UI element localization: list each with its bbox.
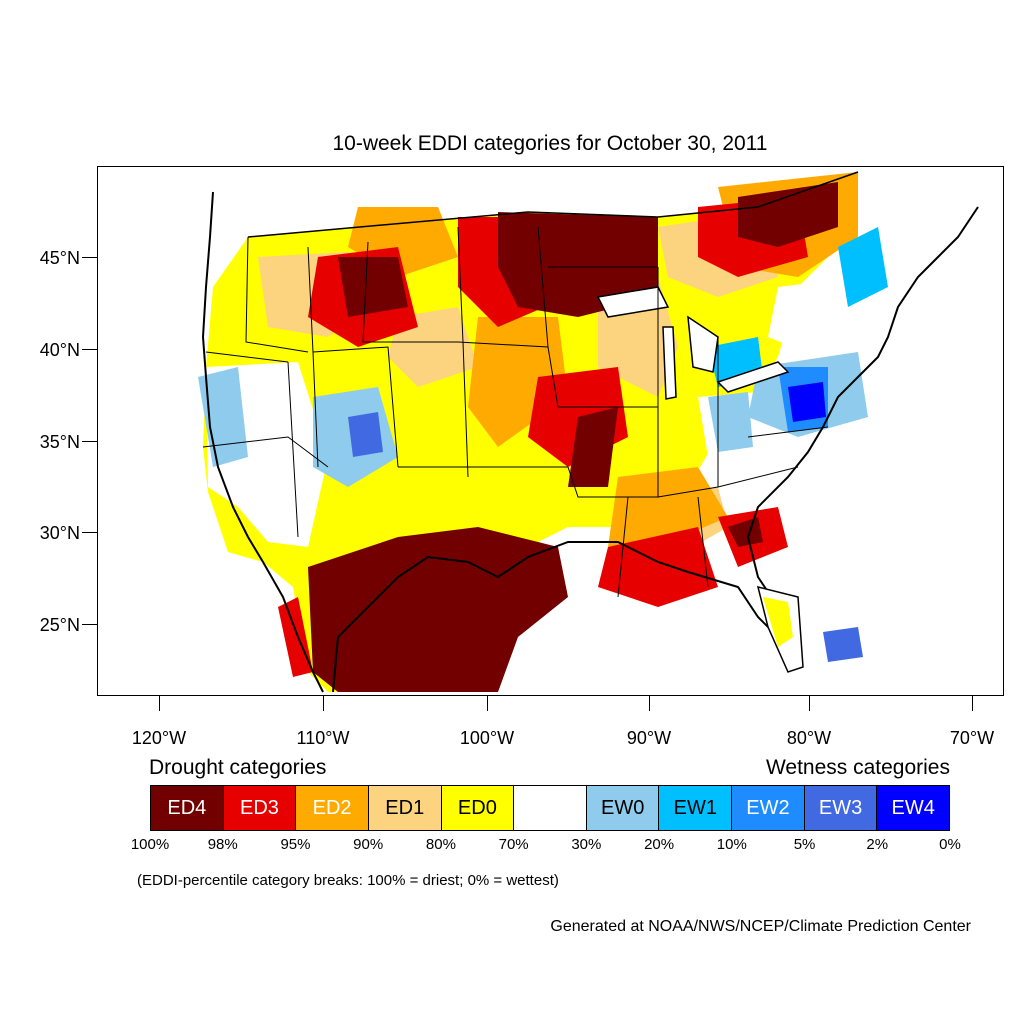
legend-box-ed4: ED4 <box>151 786 224 830</box>
lon-label-100w: 100°W <box>459 728 515 748</box>
lat-label-45: 45°N <box>39 248 80 268</box>
map-canvas <box>98 167 1003 695</box>
legend-box-ew0: EW0 <box>586 786 660 830</box>
legend-break-label: 2% <box>866 836 889 853</box>
lon-tick <box>809 696 810 711</box>
lat-label-30: 30°N <box>39 523 80 543</box>
lon-tick <box>972 696 973 711</box>
footnote: (EDDI-percentile category breaks: 100% =… <box>137 872 559 889</box>
eddi-map <box>97 166 1004 696</box>
legend-box-ed0: ED0 <box>441 786 515 830</box>
lat-label-25: 25°N <box>39 615 80 635</box>
lat-tick <box>82 257 97 258</box>
lat-tick <box>82 349 97 350</box>
lon-tick <box>487 696 488 711</box>
legend-break-label: 10% <box>716 836 747 853</box>
lon-tick <box>649 696 650 711</box>
legend-box-ed3: ED3 <box>223 786 297 830</box>
legend-box-ew4: EW4 <box>877 786 950 830</box>
legend-colorbar: ED4 ED3 ED2 ED1 ED0 EW0 EW1 EW2 EW3 EW4 <box>150 785 950 831</box>
lat-label-35: 35°N <box>39 432 80 452</box>
credit-line: Generated at NOAA/NWS/NCEP/Climate Predi… <box>550 918 971 935</box>
lon-tick <box>159 696 160 711</box>
legend-drought-title: Drought categories <box>149 756 327 779</box>
lon-label-120w: 120°W <box>131 728 187 748</box>
legend-break-label: 5% <box>793 836 816 853</box>
map-title: 10-week EDDI categories for October 30, … <box>332 132 768 155</box>
legend-box-ew1: EW1 <box>659 786 733 830</box>
lon-label-110w: 110°W <box>296 728 350 748</box>
lon-label-70w: 70°W <box>949 728 995 748</box>
lat-label-40: 40°N <box>39 340 80 360</box>
lat-tick <box>82 441 97 442</box>
lon-label-90w: 90°W <box>626 728 672 748</box>
legend-break-label: 100% <box>130 836 170 853</box>
legend-break-label: 98% <box>207 836 238 853</box>
legend-break-label: 70% <box>498 836 529 853</box>
legend-break-label: 95% <box>280 836 311 853</box>
legend-break-label: 90% <box>353 836 384 853</box>
legend-break-label: 0% <box>939 836 961 853</box>
lat-tick <box>82 532 97 533</box>
lon-label-80w: 80°W <box>786 728 832 748</box>
legend-wetness-title: Wetness categories <box>765 756 950 779</box>
legend-box-ed2: ED2 <box>296 786 369 830</box>
lat-tick <box>82 624 97 625</box>
lon-tick <box>323 696 324 711</box>
legend-break-label: 30% <box>571 836 602 853</box>
legend-box-neutral <box>514 786 587 830</box>
legend-box-ew2: EW2 <box>732 786 805 830</box>
legend-box-ed1: ED1 <box>368 786 442 830</box>
legend-break-label: 20% <box>644 836 675 853</box>
legend-break-label: 80% <box>425 836 456 853</box>
legend-box-ew3: EW3 <box>804 786 878 830</box>
